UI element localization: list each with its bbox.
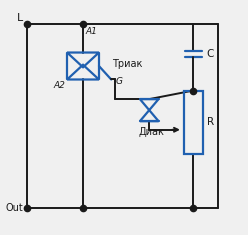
Text: A1: A1	[85, 27, 97, 36]
Text: L: L	[17, 13, 23, 23]
Bar	[184, 90, 203, 154]
Text: Диак: Диак	[139, 127, 165, 137]
Text: Триак: Триак	[112, 59, 143, 69]
Text: R: R	[207, 118, 214, 127]
Text: C: C	[206, 49, 214, 59]
Text: A2: A2	[53, 81, 65, 90]
Text: G: G	[116, 77, 123, 86]
Text: Out: Out	[5, 203, 23, 213]
